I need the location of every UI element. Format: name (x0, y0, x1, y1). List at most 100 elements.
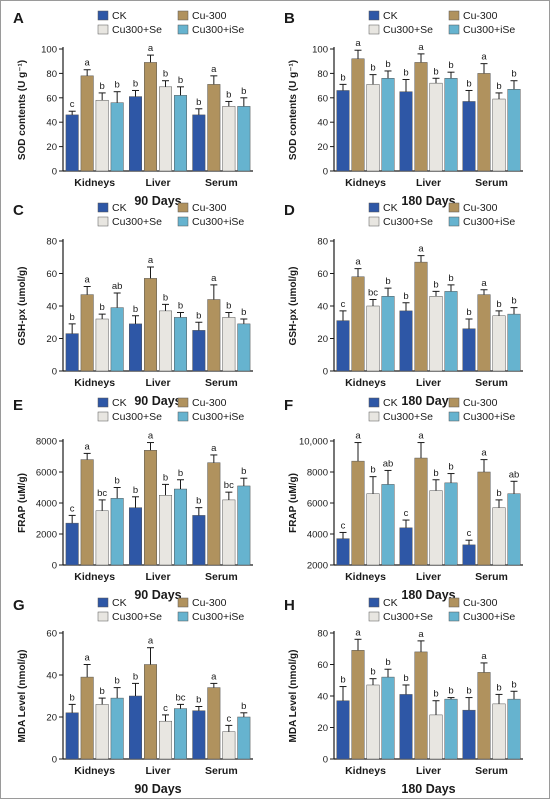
legend-swatch-cu300-ise (448, 611, 460, 622)
panel-h: H CK Cu-300 Cu300+Se Cu300+iSe 0 20 40 60 80 MDA L… (284, 597, 523, 796)
legend-label: Cu-300 (192, 597, 227, 609)
bar-ck (399, 694, 413, 760)
y-tick-label: 8000 (307, 468, 328, 479)
y-tick-label: 80 (46, 237, 57, 248)
y-tick-label: 0 (52, 561, 57, 572)
bar-cu-300 (144, 664, 157, 760)
y-tick-label: 20 (317, 723, 328, 734)
legend-label: Cu300+Se (383, 611, 433, 623)
legend-swatch-ck (97, 10, 109, 21)
x-category-label: Liver (416, 765, 441, 777)
y-tick-label: 60 (317, 660, 328, 671)
x-category-label: Kidneys (345, 571, 386, 583)
legend-label: Cu300+iSe (192, 611, 244, 623)
significance-letter: b (178, 75, 183, 86)
y-tick-label: 80 (317, 629, 328, 640)
x-axis-title: 90 Days (134, 782, 181, 796)
significance-letter: bc (97, 488, 107, 499)
legend-label: Cu300+iSe (463, 411, 515, 423)
significance-letter: b (433, 689, 438, 700)
bar-cu300-ise (174, 317, 187, 372)
y-tick-label: 40 (46, 302, 57, 313)
bar-cu-300 (207, 84, 221, 172)
bar-cu300-ise (444, 698, 458, 760)
significance-letter: b (196, 496, 201, 507)
y-tick-label: 2000 (36, 530, 57, 541)
legend-label: Cu300+iSe (463, 611, 515, 623)
y-tick-label: 0 (323, 167, 328, 178)
legend-label: CK (112, 10, 127, 22)
bar-cu-300 (144, 450, 157, 566)
x-axis-title: 180 Days (401, 588, 455, 602)
x-category-label: Liver (416, 377, 441, 389)
x-category-label: Liver (416, 571, 441, 583)
legend-swatch-cu300-se (368, 411, 380, 422)
legend-swatch-cu300-se (97, 411, 109, 422)
legend-label: Cu300+Se (383, 24, 433, 36)
x-category-label: Kidneys (74, 571, 115, 583)
significance-letter: bc (368, 288, 378, 299)
significance-letter: b (163, 472, 168, 483)
bar-cu-300 (477, 672, 491, 760)
legend-swatch-cu300-ise (177, 24, 189, 35)
legend-label: Cu300+iSe (463, 216, 515, 228)
x-category-label: Kidneys (74, 765, 115, 777)
significance-letter: a (85, 441, 91, 452)
significance-letter: b (448, 273, 453, 284)
bar-ck (192, 114, 206, 172)
significance-letter: b (241, 86, 246, 97)
significance-letter: c (70, 503, 75, 514)
y-tick-label: 6000 (307, 499, 328, 510)
legend-swatch-ck (97, 202, 109, 213)
bar-cu300-ise (174, 708, 187, 760)
bar-cu300-ise (237, 323, 251, 372)
bar-cu-300 (351, 276, 365, 372)
bar-cu-300 (144, 278, 157, 372)
y-tick-label: 60 (317, 93, 328, 104)
y-tick-label: 60 (46, 93, 57, 104)
significance-letter: c (226, 713, 231, 724)
significance-letter: b (385, 59, 390, 70)
significance-letter: b (448, 686, 453, 697)
panel-label: B (284, 10, 295, 27)
x-category-label: Kidneys (345, 765, 386, 777)
legend-swatch-cu-300 (448, 10, 460, 21)
bar-cu300-ise (444, 78, 458, 172)
panel-label: A (13, 10, 24, 27)
bar-cu300-ise (507, 698, 521, 760)
panel-label: F (284, 397, 293, 414)
x-axis-title: 180 Days (401, 782, 455, 796)
bar-cu300-se (159, 310, 172, 372)
bar-cu300-se (159, 86, 172, 172)
bar-cu300-se (159, 720, 172, 760)
significance-letter: b (433, 468, 438, 479)
bar-cu300-se (429, 82, 443, 172)
bar-cu-300 (477, 294, 491, 372)
bar-ck (192, 710, 206, 760)
significance-letter: b (226, 89, 231, 100)
y-tick-label: 20 (317, 334, 328, 345)
bar-cu300-se (95, 510, 109, 566)
legend-swatch-cu-300 (448, 202, 460, 213)
legend-swatch-cu-300 (448, 397, 460, 408)
panel-label: E (13, 397, 23, 414)
legend-label: Cu300+Se (383, 216, 433, 228)
y-axis-label: MDA Level (nmol/g) (288, 650, 299, 743)
bar-cu-300 (80, 459, 94, 566)
panel-e: E CK Cu-300 Cu300+Se Cu300+iSe 0 2000 4000 6000 8… (13, 397, 253, 602)
legend-label: CK (383, 10, 398, 22)
significance-letter: b (100, 302, 105, 313)
bar-ck (399, 310, 413, 372)
bar-cu-300 (207, 462, 221, 566)
x-category-label: Liver (145, 571, 170, 583)
legend-label: Cu-300 (463, 397, 498, 409)
legend-label: Cu300+iSe (192, 216, 244, 228)
significance-letter: a (355, 257, 361, 268)
y-tick-label: 6000 (36, 468, 57, 479)
legend-swatch-cu300-se (368, 216, 380, 227)
significance-letter: a (481, 52, 487, 63)
y-tick-label: 8000 (36, 437, 57, 448)
x-category-label: Serum (475, 377, 508, 389)
x-category-label: Liver (145, 177, 170, 189)
legend-swatch-cu300-ise (448, 216, 460, 227)
